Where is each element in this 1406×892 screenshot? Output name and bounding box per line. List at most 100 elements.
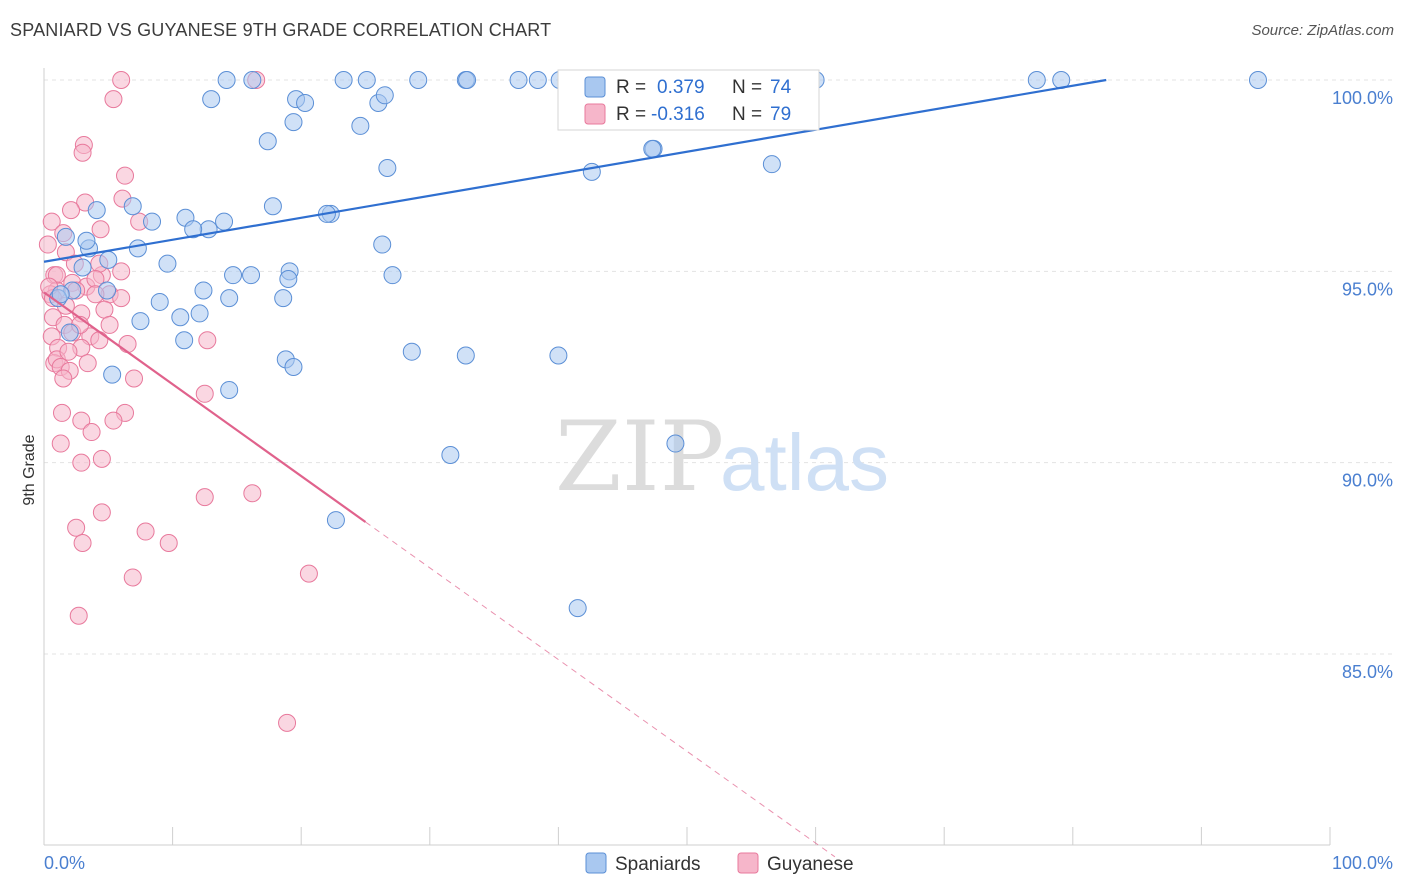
spaniards-point-59 [175,331,194,350]
guyanese-point-63 [67,518,86,537]
spaniards-point-47 [242,266,261,285]
spaniards-point-18 [296,93,315,112]
y-tick-label-3: 85.0% [1342,662,1393,682]
grid-lines [44,79,1395,655]
spaniards-point-25 [762,155,781,174]
guyanese-point-18 [112,262,131,281]
spaniards-point-55 [171,308,190,327]
axes [43,68,1331,846]
guyanese-point-0 [112,71,131,89]
legend-r-value-2: -0.316 [651,104,705,125]
spaniards-point-50 [383,266,402,285]
spaniards-point-34 [87,201,106,220]
guyanese-point-51 [195,384,214,403]
spaniards-point-23 [643,139,662,158]
trend-lines [43,78,1107,858]
guyanese-point-61 [243,484,262,503]
guyanese-point-67 [123,568,142,587]
spaniards-point-64 [60,323,79,342]
spaniards-point-57 [190,304,209,323]
spaniards-point-66 [220,380,239,399]
spaniards-point-7 [509,71,528,89]
series-legend: Spaniards Guyanese [585,852,854,875]
spaniards-point-4 [409,71,428,89]
guyanese-point-69 [69,606,88,625]
spaniards-point-27 [263,197,282,216]
legend-n-value-2: 79 [770,104,791,125]
guyanese-point-56 [82,423,101,442]
spaniards-point-36 [184,220,203,239]
guyanese-point-64 [136,522,155,541]
spaniards-point-6 [458,71,477,89]
guyanese-point-43 [198,331,217,350]
spaniards-point-62 [284,358,303,376]
guyanese-points [38,71,318,732]
spaniards-point-3 [357,71,376,89]
spaniards-point-11 [1027,71,1046,89]
spaniards-point-73 [73,258,92,277]
guyanese-point-54 [72,411,91,430]
legend-n-value-1: 74 [770,77,792,98]
spaniards-point-71 [568,599,587,618]
spaniards-point-69 [441,446,460,465]
guyanese-point-60 [195,488,214,507]
guyanese-point-39 [90,331,109,350]
guyanese-point-4 [73,143,92,162]
spaniards-point-51 [224,266,243,285]
spaniards-points [49,71,1267,618]
guyanese-point-68 [299,564,318,583]
guyanese-point-48 [78,354,97,373]
spaniards-point-20 [284,113,303,132]
chart-title: SPANIARD VS GUYANESE 9TH GRADE CORRELATI… [10,20,552,40]
guyanese-point-30 [112,289,131,308]
y-tick-label-1: 95.0% [1342,279,1393,299]
legend-r-value-1: 0.379 [657,77,705,98]
guyanese-point-8 [62,201,81,220]
spaniards-point-39 [77,231,96,250]
correlation-legend: R = 0.379 N = 74 R = -0.316 N = 79 [557,69,820,131]
guyanese-point-55 [104,411,123,430]
source-label: Source: ZipAtlas.com [1251,22,1394,39]
spaniards-point-67 [549,346,568,365]
guyanese-point-65 [159,534,178,553]
spaniards-point-13 [1248,71,1267,89]
spaniards-point-68 [666,434,685,453]
x-tick-label-max: 100.0% [1332,853,1393,873]
spaniards-point-45 [98,281,117,300]
legend-label-guyanese: Guyanese [767,854,854,875]
spaniards-point-58 [131,312,150,331]
legend-swatch-spaniards [585,852,607,874]
guyanese-trend-extension [365,521,836,858]
guyanese-point-62 [92,503,111,522]
watermark-atlas: atlas [720,418,889,507]
spaniards-point-33 [123,197,142,216]
y-tick-label-2: 90.0% [1342,471,1393,491]
legend-r-label-1: R = [616,77,646,98]
x-tick-label-min: 0.0% [44,853,85,873]
spaniards-point-0 [217,71,236,89]
guyanese-point-53 [53,403,72,422]
guyanese-point-34 [100,315,119,334]
spaniards-point-16 [202,90,221,109]
guyanese-point-59 [92,449,111,468]
spaniards-point-26 [378,159,397,178]
spaniards-point-70 [326,511,345,530]
guyanese-point-2 [104,90,123,109]
spaniards-point-2 [334,71,353,89]
spaniards-point-15 [375,86,394,105]
spaniards-point-46 [220,289,239,308]
guyanese-point-70 [278,713,297,732]
spaniards-point-19 [351,116,370,135]
spaniards-point-41 [128,239,147,258]
spaniards-point-31 [215,212,234,231]
spaniards-point-38 [56,227,75,246]
legend-swatch-blue [584,76,606,98]
y-tick-label-0: 100.0% [1332,88,1393,108]
spaniards-point-65 [103,365,122,384]
guyanese-point-50 [54,369,73,388]
y-axis-title: 9th Grade [21,434,38,505]
guyanese-point-74 [59,342,78,361]
guyanese-point-66 [73,534,92,553]
spaniards-point-63 [456,346,475,365]
